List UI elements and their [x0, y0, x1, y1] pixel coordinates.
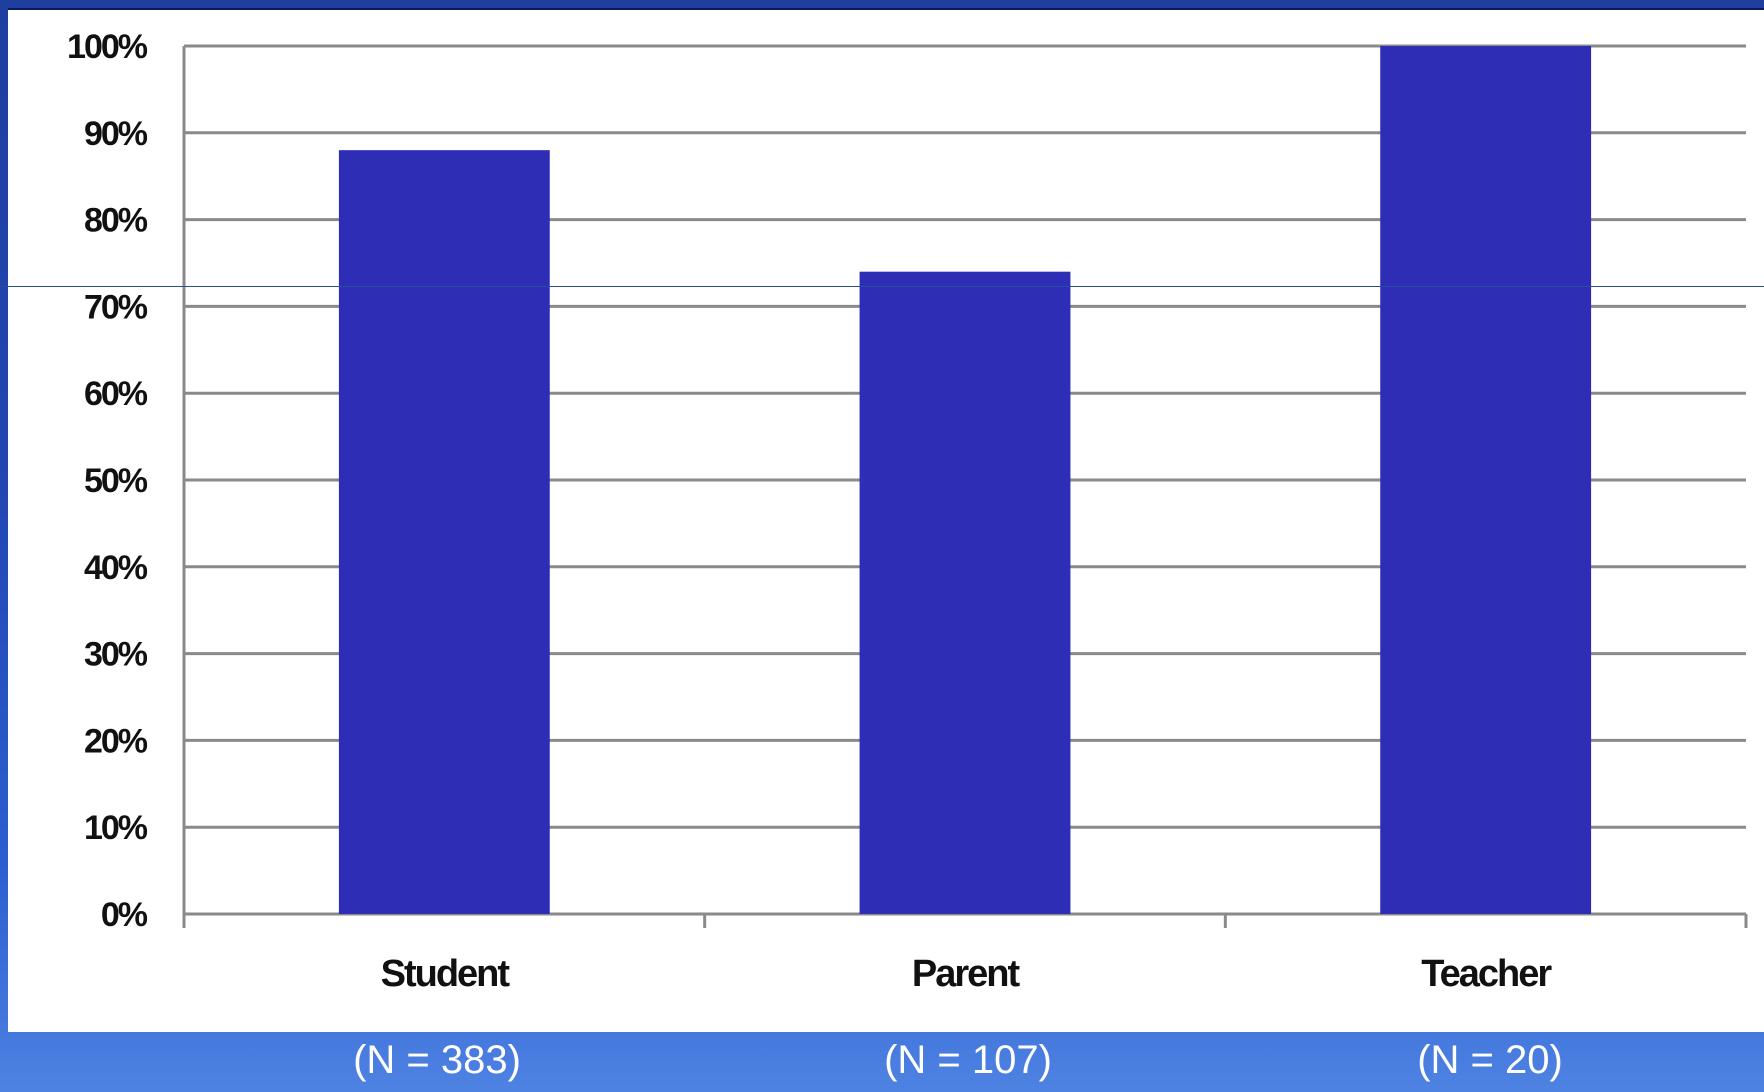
bar-student: [338, 150, 550, 914]
bar-parent: [859, 271, 1071, 914]
sample-size-student: (N = 383): [353, 1038, 521, 1082]
y-tick-label: 60%: [84, 375, 148, 413]
chart-panel: 0% 10% 20% 30% 40% 50% 60% 70% 80% 90% 100% Student…: [8, 8, 1764, 1032]
x-category-label: Parent: [912, 953, 1021, 995]
y-tick-label: 30%: [84, 636, 148, 674]
sample-size-row: (N = 383) (N = 107) (N = 20): [0, 1032, 1764, 1092]
x-category-label: Student: [381, 953, 511, 995]
x-category-label: Teacher: [1421, 953, 1552, 995]
sample-size-teacher: (N = 20): [1417, 1038, 1563, 1082]
y-tick-label: 10%: [84, 809, 148, 847]
bar-chart: 0% 10% 20% 30% 40% 50% 60% 70% 80% 90% 100% Student…: [67, 28, 1748, 995]
y-tick-label: 80%: [84, 202, 148, 240]
sample-size-parent: (N = 107): [884, 1038, 1052, 1082]
y-tick-label: 40%: [84, 549, 148, 587]
y-tick-label: 20%: [84, 722, 148, 760]
bar-teacher: [1380, 46, 1592, 914]
y-tick-label: 100%: [67, 28, 148, 66]
y-tick-label: 70%: [84, 288, 148, 326]
y-tick-label: 0%: [101, 896, 148, 934]
y-tick-label: 50%: [84, 462, 148, 500]
y-tick-label: 90%: [84, 115, 148, 153]
slide-divider-line: [0, 286, 1764, 287]
